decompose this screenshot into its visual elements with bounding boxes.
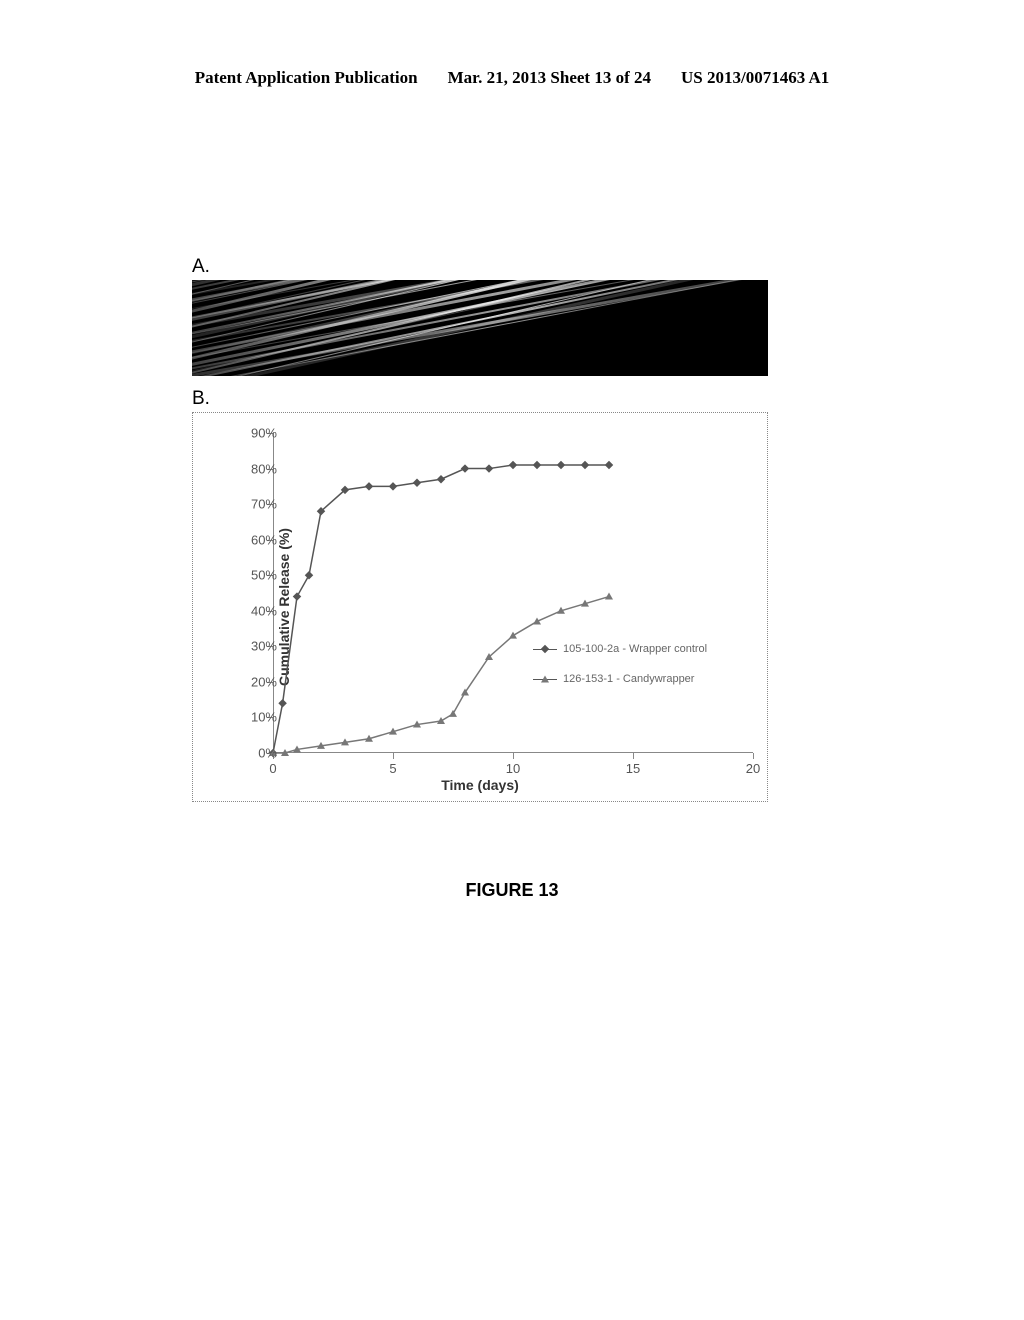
y-tick-label: 50% (251, 568, 277, 583)
x-tick-label: 10 (506, 761, 520, 776)
x-tick-label: 5 (389, 761, 396, 776)
panel-a-fiber-image (192, 280, 768, 376)
x-tick-label: 0 (269, 761, 276, 776)
legend-line-icon (533, 649, 557, 650)
x-axis-title: Time (days) (441, 777, 519, 793)
triangle-marker-icon (605, 593, 613, 600)
series-line (273, 465, 609, 753)
x-tick (633, 753, 634, 759)
triangle-marker-icon (449, 710, 457, 717)
legend-line-icon (533, 679, 557, 680)
chart-legend: 105-100-2a - Wrapper control 126-153-1 -… (533, 643, 707, 703)
diamond-marker-icon (413, 479, 421, 487)
header-left: Patent Application Publication (195, 68, 418, 88)
legend-label: 126-153-1 - Candywrapper (563, 673, 694, 685)
y-tick-label: 40% (251, 603, 277, 618)
y-tick-label: 90% (251, 426, 277, 441)
diamond-marker-icon (278, 699, 286, 707)
y-tick-label: 10% (251, 710, 277, 725)
y-tick-label: 60% (251, 532, 277, 547)
y-tick-label: 80% (251, 461, 277, 476)
header-center: Mar. 21, 2013 Sheet 13 of 24 (448, 68, 651, 88)
y-tick-label: 30% (251, 639, 277, 654)
figure-caption: FIGURE 13 (465, 880, 558, 901)
panel-a-label: A. (192, 256, 210, 278)
diamond-marker-icon (437, 475, 445, 483)
x-tick (393, 753, 394, 759)
x-tick-label: 20 (746, 761, 760, 776)
diamond-marker-icon (305, 571, 313, 579)
legend-item-wrapper-control: 105-100-2a - Wrapper control (533, 643, 707, 655)
release-chart: Cumulative Release (%) 105-100-2a - Wrap… (192, 412, 768, 802)
legend-label: 105-100-2a - Wrapper control (563, 643, 707, 655)
x-tick (753, 753, 754, 759)
diamond-marker-icon (293, 592, 301, 600)
diamond-marker-icon (557, 461, 565, 469)
plot-area: 105-100-2a - Wrapper control 126-153-1 -… (273, 433, 753, 753)
header-right: US 2013/0071463 A1 (681, 68, 829, 88)
y-tick-label: 20% (251, 674, 277, 689)
diamond-marker-icon (541, 645, 549, 653)
x-tick (513, 753, 514, 759)
diamond-marker-icon (509, 461, 517, 469)
x-tick-label: 15 (626, 761, 640, 776)
diamond-marker-icon (485, 464, 493, 472)
diamond-marker-icon (365, 482, 373, 490)
triangle-marker-icon (541, 676, 549, 683)
y-tick-label: 70% (251, 497, 277, 512)
patent-header: Patent Application Publication Mar. 21, … (0, 68, 1024, 88)
legend-item-candywrapper: 126-153-1 - Candywrapper (533, 673, 707, 685)
diamond-marker-icon (389, 482, 397, 490)
panel-b-label: B. (192, 388, 210, 410)
triangle-marker-icon (509, 632, 517, 639)
diamond-marker-icon (605, 461, 613, 469)
diamond-marker-icon (581, 461, 589, 469)
diamond-marker-icon (461, 464, 469, 472)
triangle-marker-icon (437, 717, 445, 724)
chart-svg (273, 433, 753, 753)
y-tick-label: 0% (258, 746, 277, 761)
diamond-marker-icon (533, 461, 541, 469)
